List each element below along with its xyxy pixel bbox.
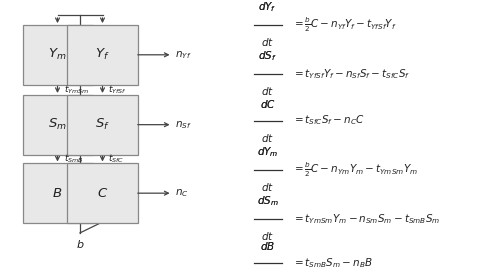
Text: $= t_{SfC}S_f - n_C C$: $= t_{SfC}S_f - n_C C$ <box>292 114 365 127</box>
Text: $= \frac{b}{2} C - n_{Yf}Y_f - t_{YfSf}Y_f$: $= \frac{b}{2} C - n_{Yf}Y_f - t_{YfSf}Y… <box>292 15 398 34</box>
Text: $dS_f$: $dS_f$ <box>258 49 277 63</box>
Text: $t_{YmSm}$: $t_{YmSm}$ <box>64 84 89 96</box>
FancyBboxPatch shape <box>68 95 138 155</box>
Text: $dt$: $dt$ <box>261 36 274 48</box>
Text: $b$: $b$ <box>76 238 84 250</box>
Text: $S_m$: $S_m$ <box>48 117 67 132</box>
Text: $Y_f$: $Y_f$ <box>95 47 110 62</box>
Text: $n_{Sf}$: $n_{Sf}$ <box>175 119 192 131</box>
FancyBboxPatch shape <box>68 163 138 223</box>
Text: $dB$: $dB$ <box>260 240 275 252</box>
Text: $dY_m$: $dY_m$ <box>257 145 278 159</box>
FancyBboxPatch shape <box>22 25 92 85</box>
Text: $= t_{YfSf}Y_f - n_{Sf}S_f - t_{SfC}S_f$: $= t_{YfSf}Y_f - n_{Sf}S_f - t_{SfC}S_f$ <box>292 67 410 81</box>
Text: $t_{SmB}$: $t_{SmB}$ <box>64 153 83 165</box>
Text: $= \frac{b}{2} C - n_{Ym}Y_m - t_{YmSm}Y_m$: $= \frac{b}{2} C - n_{Ym}Y_m - t_{YmSm}Y… <box>292 161 418 179</box>
Text: $n_{Yf}$: $n_{Yf}$ <box>175 49 192 61</box>
Text: $dS_m$: $dS_m$ <box>256 195 278 208</box>
Text: $= t_{YmSm}Y_m - n_{Sm}S_m - t_{SmB}S_m$: $= t_{YmSm}Y_m - n_{Sm}S_m - t_{SmB}S_m$ <box>292 212 440 226</box>
Text: $Y_m$: $Y_m$ <box>48 47 66 62</box>
Text: $t_{YfSf}$: $t_{YfSf}$ <box>108 84 127 96</box>
Text: $dt$: $dt$ <box>261 230 274 242</box>
Text: $= t_{SmB}S_m - n_B B$: $= t_{SmB}S_m - n_B B$ <box>292 256 374 270</box>
Text: $dY_f$: $dY_f$ <box>258 0 276 14</box>
Text: $dC$: $dC$ <box>260 98 276 110</box>
Text: $dt$: $dt$ <box>261 181 274 193</box>
Text: $dS_m$: $dS_m$ <box>256 195 278 208</box>
FancyBboxPatch shape <box>22 163 92 223</box>
Text: $dt$: $dt$ <box>261 85 274 97</box>
Text: $t_{SfC}$: $t_{SfC}$ <box>108 153 124 165</box>
Text: $S_f$: $S_f$ <box>95 117 110 132</box>
Text: $dY_m$: $dY_m$ <box>257 145 278 159</box>
Text: $n_C$: $n_C$ <box>175 187 188 199</box>
Text: $dY_f$: $dY_f$ <box>258 0 276 14</box>
Text: $dS_f$: $dS_f$ <box>258 49 277 63</box>
Text: $C$: $C$ <box>97 187 108 200</box>
Text: $dC$: $dC$ <box>260 98 276 110</box>
Text: $dB$: $dB$ <box>260 240 275 252</box>
FancyBboxPatch shape <box>22 95 92 155</box>
FancyBboxPatch shape <box>68 25 138 85</box>
Text: $dt$: $dt$ <box>261 132 274 144</box>
Text: $B$: $B$ <box>52 187 62 200</box>
